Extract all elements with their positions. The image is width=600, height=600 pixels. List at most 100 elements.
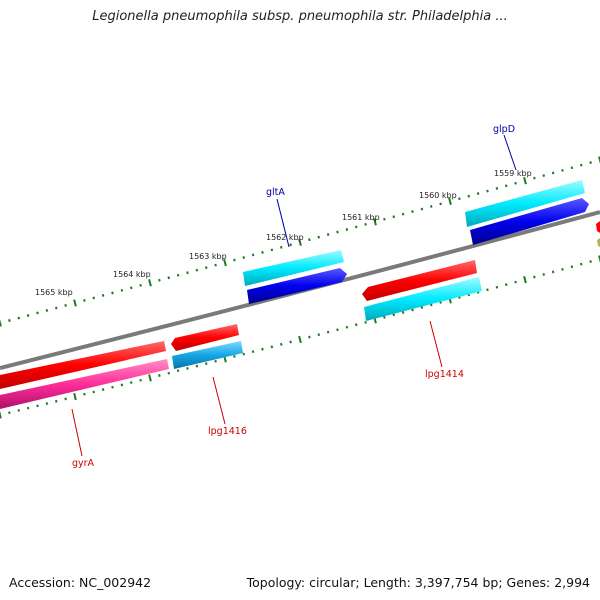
inner-minor-tick [542, 273, 546, 276]
inner-minor-tick [317, 333, 321, 337]
map-title: Legionella pneumophila subsp. pneumophil… [92, 9, 508, 24]
genome-summary-text: Topology: circular; Length: 3,397,754 bp… [246, 575, 590, 590]
inner-minor-tick [214, 359, 217, 363]
inner-minor-tick [579, 262, 583, 266]
inner-minor-tick [289, 340, 292, 344]
gene-lpg1416-feature[interactable] [172, 341, 243, 369]
inner-tick-ring [0, 255, 600, 419]
inner-minor-tick [111, 385, 114, 389]
inner-minor-tick [420, 305, 424, 309]
inner-minor-tick [167, 371, 170, 375]
outer-minor-tick [401, 212, 405, 216]
inner-major-tick [73, 392, 77, 401]
callout-line-lpg1416 [212, 376, 226, 425]
outer-minor-tick [167, 276, 171, 280]
inner-minor-tick [551, 270, 555, 274]
gene-label-gltA[interactable]: gltA [266, 187, 285, 198]
outer-minor-tick [289, 243, 292, 247]
inner-minor-tick [205, 362, 208, 366]
gene-label-gyrA[interactable]: gyrA [72, 458, 95, 469]
outer-tick-ring [0, 156, 600, 327]
outer-major-tick [373, 218, 377, 226]
inner-minor-tick [92, 390, 95, 394]
outer-minor-tick [261, 251, 264, 254]
inner-minor-tick [195, 364, 199, 368]
kbp-label-1564: 1564 kbp [113, 270, 151, 279]
inner-major-tick [523, 275, 527, 284]
outer-major-tick [523, 177, 527, 185]
callout-line-gyrA [71, 408, 83, 457]
outer-minor-tick [486, 189, 489, 193]
gene-label-lpg1416[interactable]: lpg1416 [208, 426, 247, 437]
kbp-label-1560: 1560 kbp [419, 191, 457, 200]
callout-line-glpD [503, 134, 517, 171]
outer-minor-tick [551, 171, 555, 175]
outer-minor-tick [476, 192, 480, 196]
gene-glpD-feature[interactable] [465, 180, 585, 227]
gene-gltA-cds[interactable] [247, 268, 347, 304]
outer-minor-tick [101, 294, 105, 297]
gene-label-lpg1414[interactable]: lpg1414 [425, 369, 464, 380]
outer-minor-tick [111, 291, 114, 295]
inner-minor-tick [533, 275, 536, 279]
gene-gltA-feature[interactable] [243, 250, 344, 286]
callout-line-lpg1414 [429, 320, 443, 368]
outer-major-tick [448, 197, 452, 205]
accession-text: Accession: NC_002942 [9, 575, 152, 590]
outer-minor-tick [92, 296, 96, 300]
outer-minor-tick [195, 268, 199, 272]
inner-minor-tick [101, 388, 105, 392]
outer-minor-tick [504, 184, 508, 188]
inner-minor-tick [186, 366, 189, 370]
gene-lpg1416-cds[interactable] [171, 324, 239, 351]
inner-minor-tick [495, 285, 499, 289]
inner-minor-tick [242, 352, 245, 356]
inner-minor-tick [83, 392, 86, 396]
inner-minor-tick [261, 347, 264, 351]
gene-gyrA-cds[interactable] [0, 341, 166, 389]
outer-minor-tick [158, 278, 161, 282]
inner-minor-tick [55, 399, 58, 403]
inner-minor-tick [383, 315, 386, 319]
gene-gyrA-feature[interactable] [0, 359, 169, 409]
outer-minor-tick [8, 319, 11, 322]
outer-minor-tick [242, 256, 246, 259]
outer-minor-tick [336, 230, 339, 234]
outer-minor-tick [251, 253, 255, 257]
inner-minor-tick [45, 402, 49, 405]
gene-glpD-cds[interactable] [470, 198, 589, 245]
callout-line-gltA [276, 198, 290, 248]
gene-label-glpD[interactable]: glpD [493, 124, 515, 135]
outer-major-tick [598, 156, 600, 164]
outer-minor-tick [270, 248, 274, 252]
outer-minor-tick [354, 225, 358, 229]
gene-lpg1414-feature[interactable] [364, 277, 482, 321]
outer-minor-tick [308, 238, 311, 242]
outer-minor-tick [233, 258, 236, 262]
outer-minor-tick [420, 207, 424, 211]
inner-minor-tick [26, 406, 30, 410]
kbp-label-1561: 1561 kbp [342, 213, 380, 222]
kbp-label-1559: 1559 kbp [494, 169, 532, 178]
outer-minor-tick [176, 273, 180, 277]
inner-minor-tick [589, 260, 592, 263]
gene-lpg1414-cds[interactable] [362, 260, 477, 301]
outer-minor-tick [570, 166, 574, 170]
outer-minor-tick [514, 181, 517, 185]
inner-minor-tick [8, 411, 11, 415]
outer-major-tick [148, 279, 152, 287]
outer-minor-tick [186, 271, 189, 275]
inner-minor-tick [504, 283, 508, 287]
inner-minor-tick [336, 328, 339, 332]
inner-minor-tick [326, 330, 330, 334]
outer-minor-tick [458, 197, 461, 201]
inner-minor-tick [570, 265, 574, 269]
inner-minor-tick [308, 335, 311, 339]
inner-minor-tick [120, 383, 124, 387]
inner-major-tick [0, 411, 2, 419]
outer-minor-tick [495, 187, 499, 190]
inner-minor-tick [364, 320, 367, 324]
outer-major-tick [0, 319, 2, 327]
inner-minor-tick [561, 267, 564, 271]
outer-minor-tick [83, 299, 86, 302]
